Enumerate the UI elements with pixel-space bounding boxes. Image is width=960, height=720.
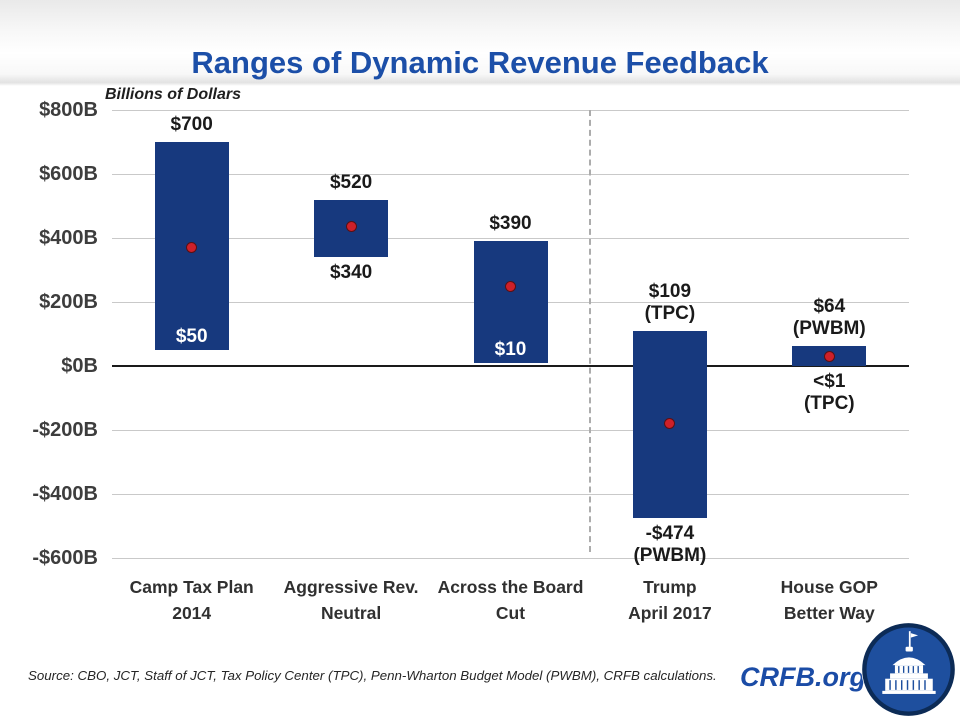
gridline (112, 494, 909, 495)
bar-high-label: $700 (170, 114, 213, 135)
gridline (112, 174, 909, 175)
source-note: Source: CBO, JCT, Staff of JCT, Tax Poli… (28, 668, 717, 683)
category-label: Camp Tax Plan 2014 (129, 577, 254, 623)
central-estimate-marker (186, 242, 198, 254)
bar-high-label: $390 (489, 213, 532, 235)
y-axis-tick-label: -$400B (32, 483, 98, 505)
gridline (112, 365, 909, 367)
category-label: House GOP Better Way (780, 577, 878, 623)
y-axis-tick-label: -$200B (32, 419, 98, 441)
range-bar (473, 241, 548, 363)
bar-low-label: $340 (329, 262, 373, 284)
gridline (112, 558, 909, 559)
header-band (0, 0, 960, 86)
gridline (112, 430, 909, 431)
central-estimate-marker (664, 418, 676, 430)
category-divider-line (589, 110, 592, 552)
gridline (112, 238, 909, 239)
category-label: Across the Board Cut (437, 577, 584, 623)
y-axis-tick-label: $0B (61, 355, 98, 377)
bar-low-label: $10 (494, 338, 527, 360)
central-estimate-marker (505, 280, 516, 292)
axis-units-label: Billions of Dollars (105, 86, 242, 103)
bar-low-label: -$474 (PWBM) (633, 522, 707, 566)
y-axis-tick-label: $400B (39, 227, 98, 249)
y-axis-tick-label: -$600B (32, 547, 98, 569)
y-axis-tick-label: $800B (39, 99, 98, 121)
capitol-dome-logo-icon (860, 621, 957, 718)
bar-high-label: $64 (PWBM) (792, 295, 866, 339)
bar-high-label: $109 (TPC) (644, 281, 696, 325)
bar-high-label: $520 (329, 171, 373, 193)
category-label: Aggressive Rev. Neutral (283, 577, 419, 623)
gridline (112, 110, 909, 111)
central-estimate-marker (823, 350, 835, 362)
y-axis-tick-label: $200B (39, 291, 98, 313)
y-axis-tick-label: $600B (39, 163, 98, 185)
category-label: Trump April 2017 (628, 577, 712, 623)
chart-title: Ranges of Dynamic Revenue Feedback (191, 44, 769, 80)
bar-low-label: <$1 (TPC) (803, 370, 855, 414)
central-estimate-marker (345, 221, 357, 233)
crfb-org-text: CRFB.org (740, 662, 866, 692)
bar-low-label: $50 (175, 326, 208, 347)
